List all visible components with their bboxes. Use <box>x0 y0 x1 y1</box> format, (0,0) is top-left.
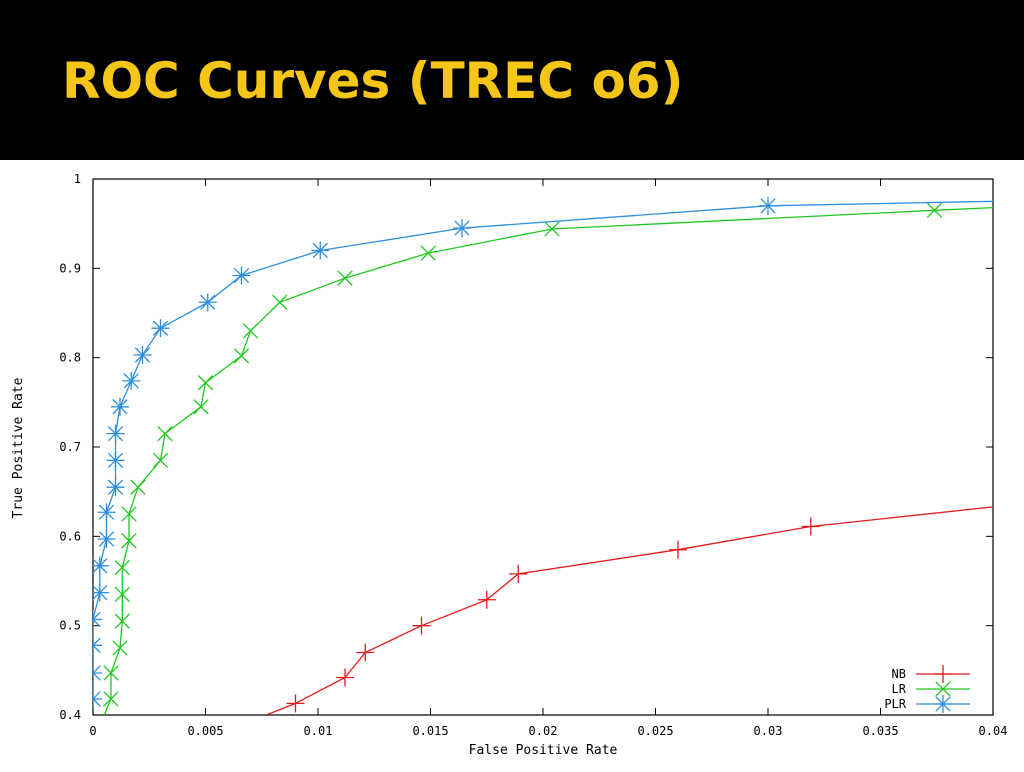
x-tick-label: 0.04 <box>979 724 1008 738</box>
point-lr <box>130 479 146 495</box>
point-plr <box>93 664 102 683</box>
point-nb <box>801 517 820 536</box>
point-lr <box>420 245 436 261</box>
x-axis-label: False Positive Rate <box>469 743 618 758</box>
y-tick-label: 1 <box>74 172 81 186</box>
chart-area: 0 0.005 0.01 0.015 0.02 0.025 0.03 0.035 0.04 0.4… <box>0 160 1024 768</box>
y-tick-label: 0.5 <box>59 619 81 633</box>
point-lr <box>103 665 119 681</box>
point-lr <box>337 270 353 286</box>
point-nb <box>509 564 528 583</box>
series-group <box>93 196 993 715</box>
x-tick-label: 0.03 <box>754 724 783 738</box>
point-plr <box>93 636 102 655</box>
point-plr <box>133 345 152 364</box>
title-bar: ROC Curves (TREC o6) <box>0 0 1024 160</box>
point-plr <box>97 503 116 522</box>
y-tick-label: 0.7 <box>59 440 81 454</box>
point-plr <box>106 478 125 497</box>
point-lr <box>157 425 173 442</box>
plot-frame <box>92 178 994 716</box>
point-plr <box>759 196 777 215</box>
point-lr <box>272 294 288 310</box>
x-tick-label: 0.02 <box>529 724 558 738</box>
point-lr <box>114 586 130 603</box>
y-tick-label: 0.4 <box>59 708 81 722</box>
series-line-lr <box>103 206 993 715</box>
point-lr <box>121 533 137 549</box>
point-lr <box>926 202 943 218</box>
point-lr <box>112 640 128 656</box>
series-line-plr <box>93 200 993 699</box>
tick-group: 0 0.005 0.01 0.015 0.02 0.025 0.03 0.035 0.04 0.4… <box>59 172 1007 738</box>
x-tick-label: 0.005 <box>187 724 223 738</box>
legend-marker-nb <box>934 665 952 683</box>
point-lr <box>121 506 137 522</box>
point-nb <box>477 590 496 609</box>
point-lr <box>152 452 169 469</box>
x-tick-label: 0.01 <box>304 724 333 738</box>
point-plr <box>111 397 129 416</box>
point-plr <box>93 583 109 602</box>
point-plr <box>93 610 102 629</box>
point-lr <box>242 323 259 339</box>
point-plr <box>198 293 217 312</box>
point-plr <box>97 530 116 549</box>
legend-marker-plr <box>934 695 952 713</box>
legend-marker-lr <box>935 681 951 697</box>
point-lr <box>233 348 250 364</box>
point-lr <box>193 399 209 415</box>
point-plr <box>122 371 141 390</box>
point-plr <box>93 689 102 708</box>
point-plr <box>151 319 170 338</box>
series-line-nb <box>266 506 993 715</box>
slide-title: ROC Curves (TREC o6) <box>62 52 684 110</box>
legend-label-plr: PLR <box>884 697 906 711</box>
point-lr <box>197 375 214 391</box>
point-plr <box>232 266 251 285</box>
roc-chart: 0 0.005 0.01 0.015 0.02 0.025 0.03 0.035 0.04 0.4… <box>11 172 1007 758</box>
x-tick-label: 0.025 <box>637 724 673 738</box>
x-tick-label: 0 <box>89 724 96 738</box>
x-tick-label: 0.015 <box>412 724 448 738</box>
point-plr <box>453 219 471 238</box>
legend-label-lr: LR <box>892 682 907 696</box>
point-lr <box>114 613 130 629</box>
point-lr <box>544 221 560 237</box>
point-nb <box>412 616 431 635</box>
point-nb <box>336 668 354 687</box>
point-plr <box>106 424 125 443</box>
point-plr <box>311 241 330 260</box>
point-nb <box>356 643 375 662</box>
y-tick-label: 0.6 <box>59 529 81 543</box>
y-tick-label: 0.9 <box>59 261 81 275</box>
point-lr <box>103 691 119 707</box>
plot-frame-group <box>92 178 994 716</box>
point-plr <box>93 556 109 575</box>
point-nb <box>669 540 687 559</box>
y-axis-label: True Positive Rate <box>11 377 26 518</box>
x-tick-label: 0.035 <box>862 724 898 738</box>
point-nb <box>286 694 305 713</box>
point-lr <box>114 559 130 576</box>
point-plr <box>106 451 125 470</box>
y-tick-label: 0.8 <box>59 351 81 365</box>
legend-label-nb: NB <box>892 667 906 681</box>
